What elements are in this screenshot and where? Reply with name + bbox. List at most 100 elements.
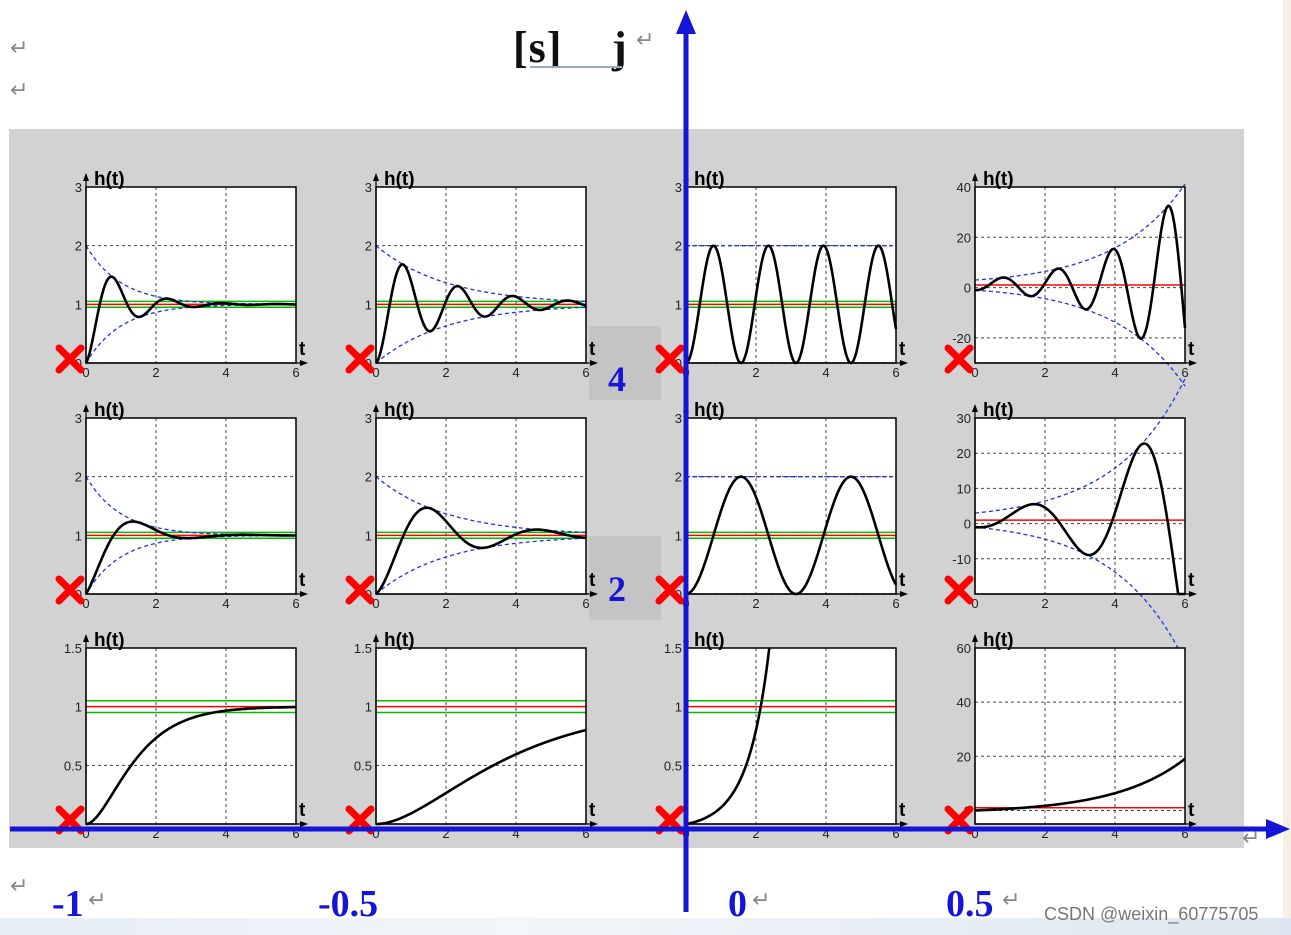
y-tick-label: 3	[365, 411, 372, 426]
plot-area	[86, 187, 296, 363]
pole-marker-icon	[655, 344, 685, 374]
x-axis-arrow-icon	[590, 591, 598, 597]
x-axis-label: t	[299, 570, 306, 591]
imag-axis-arrow-icon	[676, 10, 696, 34]
y-axis-label: h(t)	[983, 169, 1014, 190]
pole-marker-icon	[655, 575, 685, 605]
y-tick-label: 0	[964, 281, 971, 296]
y-tick-label: 3	[675, 411, 682, 426]
s-plane-title: [s]	[513, 23, 563, 72]
step-response-curve	[375, 506, 586, 595]
y-axis-label: h(t)	[983, 400, 1014, 421]
x-tick-label: 4	[822, 596, 829, 611]
upper-envelope	[974, 378, 1186, 514]
step-response-curve	[974, 442, 1185, 596]
x-axis-arrow-icon	[300, 360, 308, 366]
y-tick-label: 3	[365, 180, 372, 195]
y-tick-label: 40	[957, 180, 971, 195]
lower-envelope	[974, 289, 1186, 387]
lower-envelope	[375, 306, 586, 364]
y-tick-label: 2	[675, 470, 682, 485]
x-axis-arrow-icon	[1189, 360, 1197, 366]
y-tick-label: 1.5	[64, 641, 82, 656]
x-tick-label: 2	[1041, 826, 1048, 841]
x-tick-label: 0	[971, 596, 978, 611]
x-tick-label: 4	[822, 365, 829, 380]
y-tick-label: 20	[957, 749, 971, 764]
y-tick-label: 1	[75, 700, 82, 715]
return-mark: ↵	[10, 874, 29, 899]
y-tick-label: 1	[365, 297, 372, 312]
real-axis-arrow-icon	[1266, 819, 1290, 839]
pole-marker-icon	[55, 344, 85, 374]
x-tick-label: 2	[442, 826, 449, 841]
y-tick-label: 2	[365, 470, 372, 485]
step-response-curve	[376, 728, 587, 826]
y-axis-label: h(t)	[694, 630, 725, 651]
x-tick-label: 6	[892, 596, 899, 611]
y-tick-label: 2	[75, 470, 82, 485]
x-tick-label: 4	[1111, 826, 1118, 841]
plot-area	[975, 187, 1185, 363]
y-tick-label: 1	[365, 700, 372, 715]
step-response-curve	[685, 647, 771, 826]
x-axis-arrow-icon	[300, 591, 308, 597]
x-tick-label: 6	[292, 365, 299, 380]
x-axis-label: t	[899, 800, 906, 821]
upper-envelope	[85, 476, 296, 536]
x-tick-label: 4	[222, 365, 229, 380]
right-edge-strip	[1283, 0, 1291, 935]
x-tick-label: 2	[442, 365, 449, 380]
y-axis-arrow-icon	[83, 173, 89, 181]
plot-area	[376, 187, 586, 363]
x-tick-label: 6	[892, 826, 899, 841]
x-tick-label: 2	[152, 365, 159, 380]
upper-envelope	[375, 245, 587, 303]
y-axis-label: h(t)	[983, 630, 1014, 651]
pole-marker-icon	[55, 575, 85, 605]
return-mark: ↵	[1242, 826, 1261, 851]
y-tick-label: 0.5	[664, 758, 682, 773]
plot-area	[975, 648, 1185, 824]
x-tick-label: 4	[222, 826, 229, 841]
x-tick-label: 6	[292, 826, 299, 841]
y-tick-label: -10	[952, 552, 971, 567]
step-response-curve	[86, 705, 296, 826]
bottom-edge-strip	[0, 918, 1291, 935]
step-response-curve	[974, 757, 1186, 812]
real-axis-label-05: 0.5	[946, 883, 994, 925]
plot-area	[686, 648, 896, 824]
y-axis-label: h(t)	[384, 400, 415, 421]
x-axis-label: t	[1188, 570, 1195, 591]
x-tick-label: 2	[752, 365, 759, 380]
y-axis-label: h(t)	[384, 169, 415, 190]
upper-envelope	[85, 245, 296, 305]
real-axis-label-neg1: -1	[52, 883, 84, 925]
y-tick-label: 30	[957, 411, 971, 426]
x-tick-label: 6	[582, 365, 589, 380]
return-mark: ↵	[636, 28, 655, 53]
x-tick-label: 2	[752, 596, 759, 611]
y-tick-label: 3	[675, 180, 682, 195]
x-axis-label: t	[299, 339, 306, 360]
y-axis-arrow-icon	[972, 404, 978, 412]
plot-area	[86, 648, 296, 824]
y-axis-label: h(t)	[694, 400, 725, 421]
x-tick-label: 6	[1181, 826, 1188, 841]
x-axis-label: t	[299, 800, 306, 821]
return-mark: ↵	[752, 888, 771, 913]
label-box-4	[589, 326, 661, 400]
x-tick-label: 4	[1111, 365, 1118, 380]
imag-axis-j-label: j	[612, 23, 627, 72]
y-axis-arrow-icon	[972, 173, 978, 181]
y-tick-label: 20	[957, 446, 971, 461]
x-tick-label: 0	[82, 596, 89, 611]
return-mark: ↵	[10, 36, 29, 61]
x-tick-label: 0	[372, 365, 379, 380]
y-tick-label: 1	[365, 528, 372, 543]
pole-marker-icon	[944, 344, 974, 374]
x-tick-label: 2	[752, 826, 759, 841]
label-box-2	[589, 536, 661, 620]
